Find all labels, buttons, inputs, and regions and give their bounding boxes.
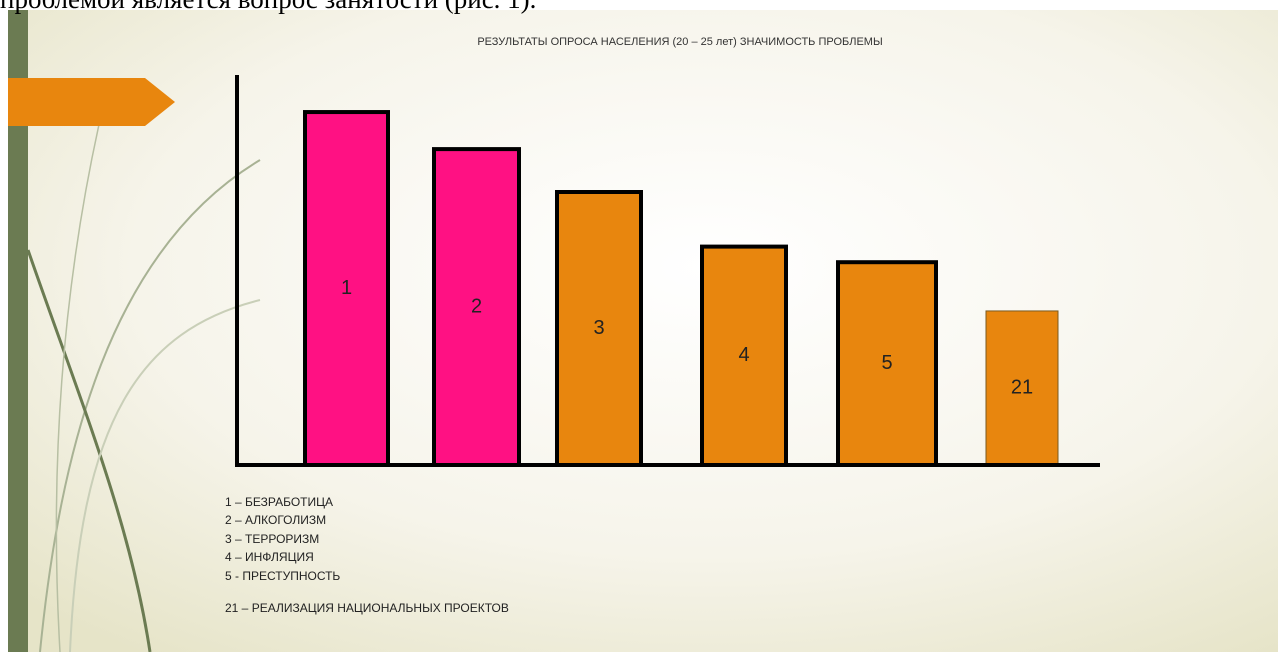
bar-label: 2 [471, 295, 482, 317]
legend-entry: 1 – БЕЗРАБОТИЦА [225, 495, 333, 509]
bar-label: 1 [341, 277, 352, 299]
decor-curve [26, 249, 152, 652]
bar [985, 310, 1059, 466]
arrow-decor [8, 78, 175, 126]
bar-label: 21 [1011, 376, 1033, 398]
bar-label: 3 [593, 317, 604, 339]
decor-curve [55, 119, 101, 652]
side-stripe [8, 10, 28, 652]
bar-label: 4 [738, 344, 749, 366]
caption-text: проблемой является вопрос занятости (рис… [0, 0, 536, 14]
legend-entry: 2 – АЛКОГОЛИЗМ [225, 513, 326, 527]
decor-curve [39, 159, 261, 652]
decor-curve [69, 299, 261, 652]
legend-entry: 21 – РЕАЛИЗАЦИЯ НАЦИОНАЛЬНЫХ ПРОЕКТОВ [225, 601, 509, 615]
bar [303, 110, 390, 468]
page-top [0, 0, 1278, 10]
legend-entry: 5 - ПРЕСТУПНОСТЬ [225, 569, 340, 583]
chart-title: РЕЗУЛЬТАТЫ ОПРОСА НАСЕЛЕНИЯ (20 – 25 лет… [477, 36, 882, 48]
legend-entry: 3 – ТЕРРОРИЗМ [225, 532, 319, 546]
legend-entry: 4 – ИНФЛЯЦИЯ [225, 550, 314, 564]
bar-label: 5 [881, 352, 892, 374]
